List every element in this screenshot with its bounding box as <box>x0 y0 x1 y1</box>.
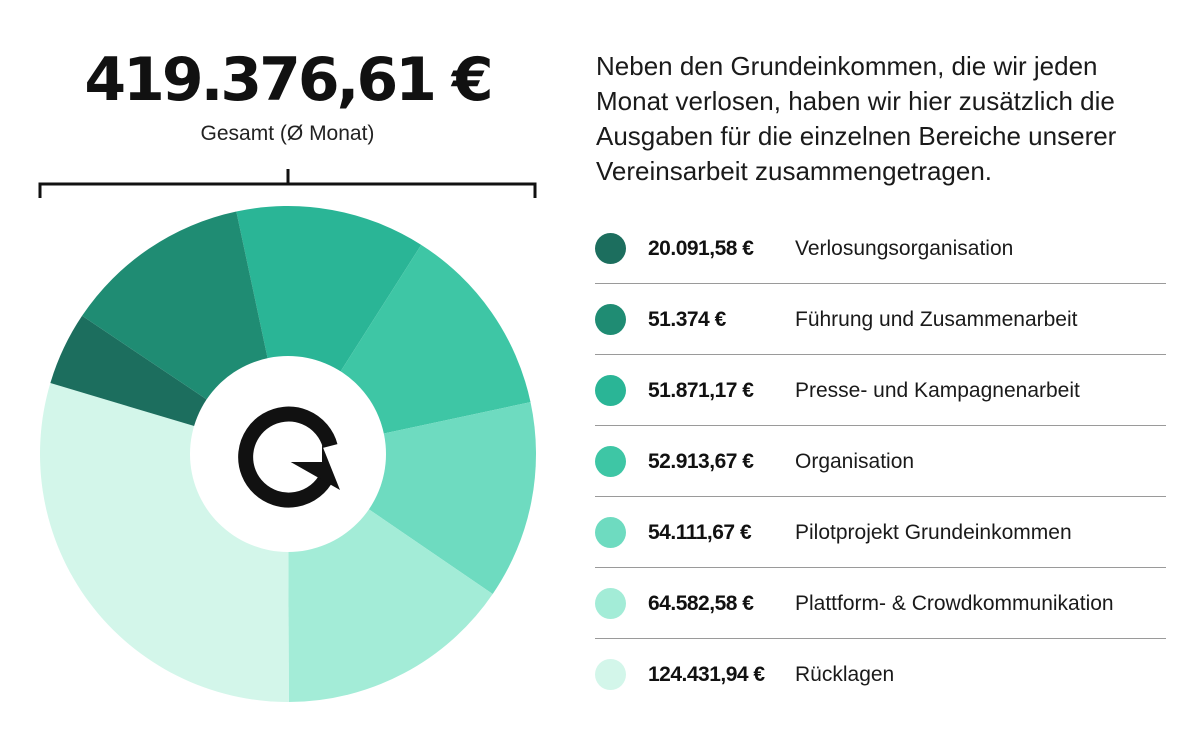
donut-chart <box>39 206 537 703</box>
legend-label: Presse- und Kampagnenarbeit <box>795 379 1080 402</box>
legend-label: Plattform- & Crowdkommunikation <box>795 592 1114 615</box>
legend-value: 64.582,58 € <box>648 592 754 615</box>
legend-label: Rücklagen <box>795 663 895 686</box>
legend-label: Führung und Zusammenarbeit <box>795 308 1078 331</box>
intro-text: Neben den Grundeinkommen, die wir jeden … <box>596 51 1117 186</box>
legend-dot <box>595 304 626 335</box>
legend-dot <box>595 375 626 406</box>
legend-value: 20.091,58 € <box>648 237 754 260</box>
legend-value: 51.374 € <box>648 308 726 331</box>
bracket-divider <box>38 169 537 198</box>
legend-item: 51.871,17 € Presse- und Kampagnenarbeit <box>595 356 1166 426</box>
legend-dot <box>595 588 626 619</box>
legend: 20.091,58 € Verlosungsorganisation 51.37… <box>595 214 1166 710</box>
total-amount: 419.376,61 € <box>84 45 493 115</box>
legend-dot <box>595 446 626 477</box>
legend-dot <box>595 233 626 264</box>
legend-dot <box>595 659 626 690</box>
legend-item: 52.913,67 € Organisation <box>595 427 1166 497</box>
legend-dot <box>595 517 626 548</box>
donut-hole <box>190 356 386 552</box>
legend-item: 54.111,67 € Pilotprojekt Grundeinkommen <box>595 498 1166 568</box>
total-caption: Gesamt (Ø Monat) <box>200 122 375 145</box>
legend-value: 124.431,94 € <box>648 663 765 686</box>
legend-value: 51.871,17 € <box>648 379 754 402</box>
legend-value: 54.111,67 € <box>648 521 752 544</box>
legend-item: 20.091,58 € Verlosungsorganisation <box>595 214 1166 284</box>
legend-value: 52.913,67 € <box>648 450 754 473</box>
legend-item: 51.374 € Führung und Zusammenarbeit <box>595 285 1166 355</box>
legend-label: Verlosungsorganisation <box>795 237 1014 260</box>
legend-label: Organisation <box>795 450 915 473</box>
legend-item: 124.431,94 € Rücklagen <box>595 640 1166 709</box>
legend-item: 64.582,58 € Plattform- & Crowdkommunikat… <box>595 569 1166 639</box>
legend-label: Pilotprojekt Grundeinkommen <box>795 521 1072 544</box>
g-arrow-logo-icon <box>238 406 340 508</box>
